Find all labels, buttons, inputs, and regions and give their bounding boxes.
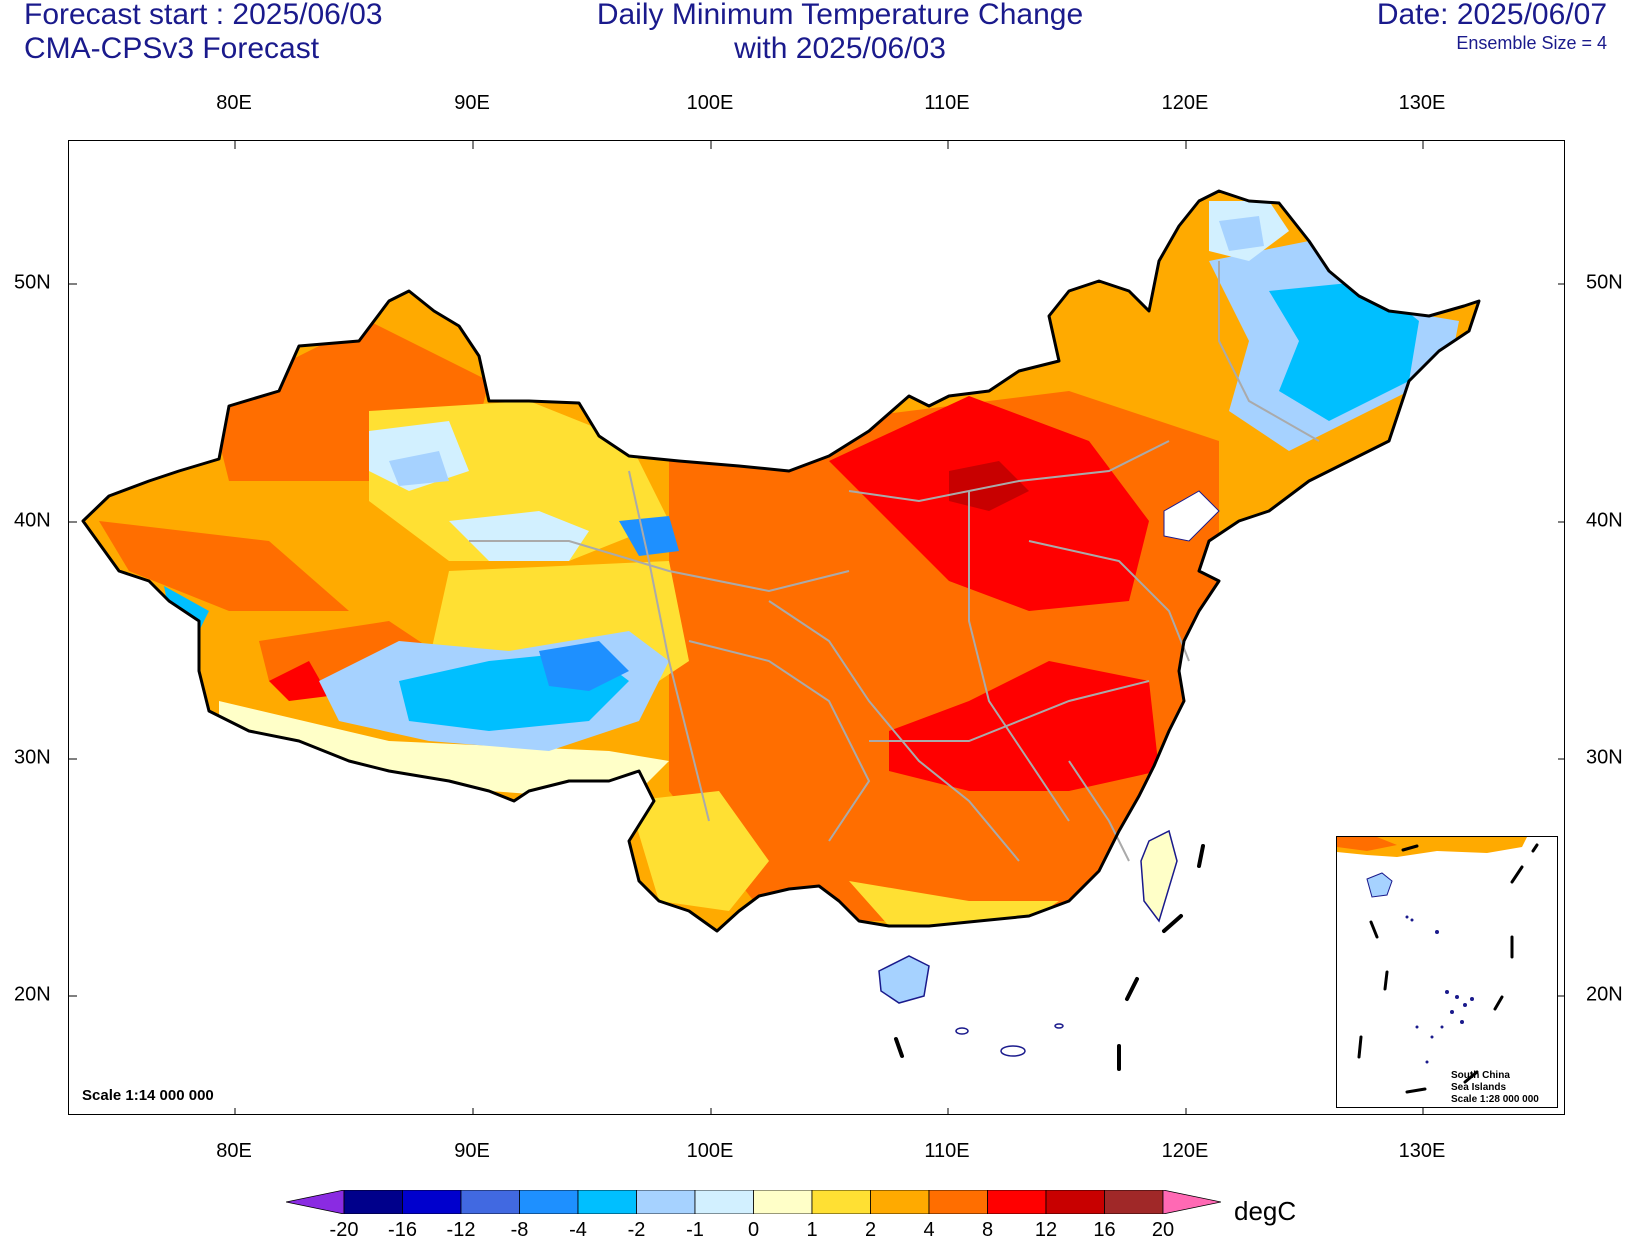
lat-label-right: 50N [1586,271,1623,294]
lon-label-top: 90E [454,92,490,114]
lon-label-top: 110E [924,92,970,114]
colorbar-tick-label: 4 [923,1219,935,1241]
ensemble-label: Ensemble Size = 4 [1456,33,1607,53]
lat-label-left: 20N [14,983,51,1006]
inset-map [1337,837,1539,1094]
lat-label-right: 20N [1586,983,1623,1006]
forecast-header: Forecast start : 2025/06/03 CMA-CPSv3 Fo… [24,0,383,66]
taiwan-island [1140,829,1178,923]
colorbar [286,1190,1221,1214]
colorbar-tick-label: -2 [627,1219,646,1241]
colorbar-bin [753,1190,813,1214]
model-label: CMA-CPSv3 Forecast [24,32,320,65]
colorbar-bin [343,1190,403,1214]
hainan-island [878,955,930,1004]
colorbar-tick-label: 0 [747,1219,760,1241]
small-islands [955,1023,1064,1057]
colorbar-bin [928,1190,988,1214]
colorbar-tick-label: -1 [686,1219,704,1241]
bohai-sea [1163,490,1220,542]
date-label: Date: 2025/06/07 [1376,0,1607,31]
colorbar-bin [519,1190,579,1214]
lon-label-bottom: 120E [1161,1140,1209,1162]
colorbar-tick-label: 12 [1034,1219,1058,1241]
lat-label-left: 50N [14,271,51,294]
colorbar-tick-label: 8 [981,1219,994,1241]
title-line2: with 2025/06/03 [734,32,946,65]
lon-label-bottom: 130E [1398,1140,1446,1162]
axis-ticks [69,141,1564,1114]
lat-label-right: 40N [1586,509,1623,532]
colorbar-tick-label: -8 [510,1219,529,1241]
colorbar-bin [1045,1190,1105,1214]
lon-label-top: 130E [1398,92,1446,114]
lon-label-top: 120E [1161,92,1209,114]
lon-label-bottom: 90E [454,1140,490,1162]
title-line1: Daily Minimum Temperature Change [596,0,1084,31]
inset-caption-line2: Sea Islands [1451,1082,1507,1093]
colorbar-bin [870,1190,930,1214]
colorbar-bin [460,1190,520,1214]
inset-caption-line3: Scale 1:28 000 000 [1451,1094,1539,1105]
colorbar-unit: degC [1234,1196,1297,1226]
colorbar-tick-label: 1 [806,1219,818,1241]
colorbar-bin [636,1190,696,1214]
colorbar-bin [694,1190,754,1214]
dashed-maritime-line [894,844,1205,1071]
colorbar-bins [343,1190,1164,1214]
colorbar-bin [402,1190,462,1214]
colorbar-bin [577,1190,637,1214]
colorbar-bin [987,1190,1047,1214]
forecast-start-label: Forecast start : 2025/06/03 [24,0,383,31]
lon-label-bottom: 100E [686,1140,734,1162]
colorbar-tick-label: 20 [1151,1219,1175,1241]
colorbar-tick-label: -20 [329,1219,359,1241]
map-title: Daily Minimum Temperature Change with 20… [520,0,1160,66]
colorbar-below-triangle [286,1190,345,1214]
map-scale-note: Scale 1:14 000 000 [82,1087,214,1104]
colorbar-tick-label: 2 [864,1219,877,1241]
lon-label-top: 80E [216,92,252,114]
colorbar-bin [1104,1190,1164,1214]
temperature-change-map [69,141,1564,1114]
inset-caption: South China Sea Islands Scale 1:28 000 0… [1451,1070,1539,1106]
lat-label-left: 30N [14,746,51,769]
colorbar-tick-label: -12 [446,1219,476,1241]
national-boundary [81,189,1481,933]
colorbar-tick-label: -4 [569,1219,587,1241]
colorbar-bin [811,1190,871,1214]
inset-caption-line1: South China [1451,1070,1510,1081]
lat-label-right: 30N [1586,746,1623,769]
lat-label-left: 40N [14,509,51,532]
colorbar-tick-label: -16 [388,1219,417,1241]
lon-label-top: 100E [686,92,734,114]
date-header: Date: 2025/06/07 Ensemble Size = 4 [1377,0,1607,54]
colorbar-tick-label: 16 [1093,1219,1116,1241]
south-china-sea-inset: South China Sea Islands Scale 1:28 000 0… [1336,836,1558,1108]
lon-label-bottom: 80E [216,1140,252,1162]
colorbar-above-triangle [1162,1190,1221,1214]
lon-label-bottom: 110E [924,1140,970,1162]
province-borders [469,261,1320,862]
map-panel: Scale 1:14 000 000 [68,140,1565,1115]
